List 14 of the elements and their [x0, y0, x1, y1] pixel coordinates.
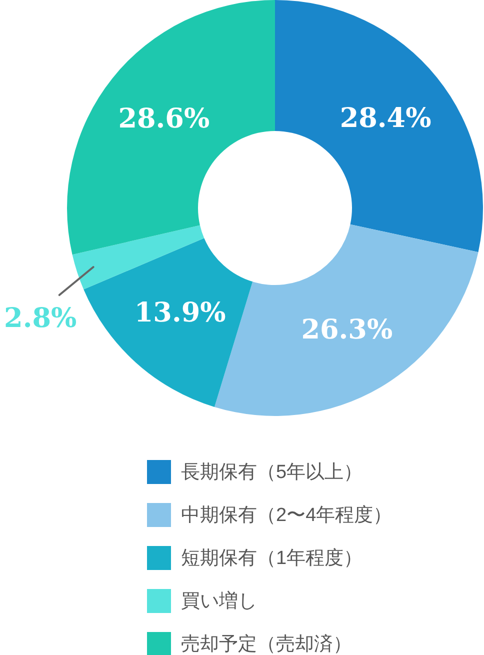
- data-label: 28.6%: [118, 104, 210, 135]
- legend-label: 長期保有（5年以上）: [181, 462, 363, 483]
- data-label: 2.8%: [4, 303, 77, 334]
- legend-label: 買い増し: [181, 590, 257, 612]
- donut-slice: [275, 0, 483, 252]
- data-label: 26.3%: [301, 314, 393, 346]
- legend-label: 売却予定（売却済）: [181, 633, 352, 655]
- data-label: 28.4%: [340, 102, 432, 134]
- data-label: 13.9%: [134, 298, 226, 329]
- legend-label: 中期保有（2〜4年程度）: [181, 504, 392, 526]
- donut-slice: [67, 0, 275, 255]
- legend-label: 短期保有（1年程度）: [181, 547, 363, 569]
- donut-slice: [84, 238, 253, 407]
- donut-slice: [72, 225, 204, 290]
